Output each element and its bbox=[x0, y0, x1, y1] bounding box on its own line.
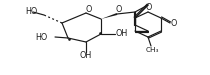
Text: OH: OH bbox=[116, 29, 128, 38]
Text: HO: HO bbox=[25, 7, 37, 16]
Text: HO: HO bbox=[36, 32, 48, 41]
Text: O: O bbox=[116, 5, 122, 14]
Text: OH: OH bbox=[80, 52, 92, 61]
Text: O: O bbox=[86, 4, 92, 14]
Text: O: O bbox=[146, 2, 152, 11]
Text: CH₃: CH₃ bbox=[145, 47, 159, 53]
Text: O: O bbox=[171, 19, 177, 28]
Polygon shape bbox=[101, 13, 117, 19]
